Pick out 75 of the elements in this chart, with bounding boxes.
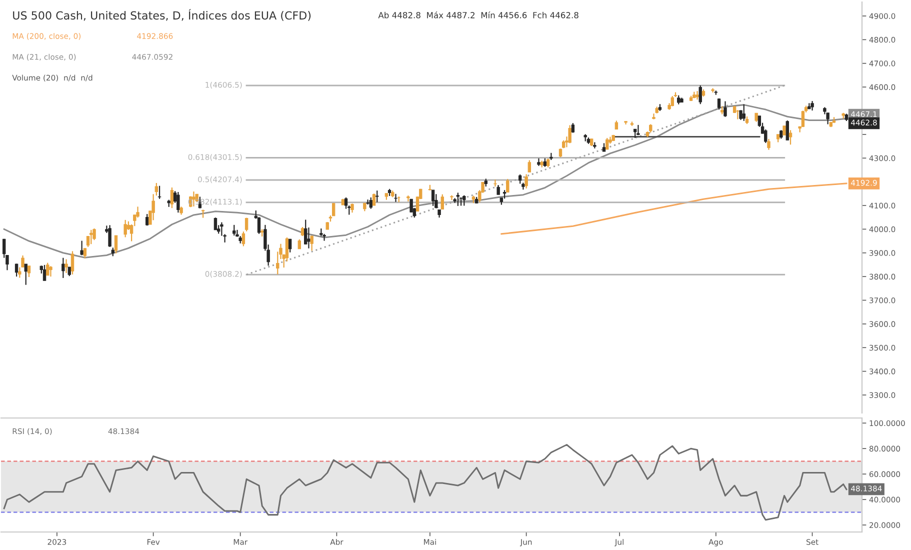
candlestick <box>70 250 74 275</box>
candlestick <box>724 100 727 118</box>
candlestick <box>571 122 575 134</box>
candlestick <box>801 110 805 128</box>
candlestick <box>136 206 140 218</box>
candlestick <box>376 190 379 203</box>
candlestick <box>462 194 466 206</box>
candlestick <box>158 185 162 200</box>
candlestick <box>21 254 24 268</box>
candlestick <box>524 174 528 189</box>
candlestick <box>92 228 96 241</box>
candlestick <box>494 179 497 188</box>
candlestick <box>154 182 158 196</box>
candlestick <box>80 240 84 256</box>
candlestick <box>214 217 218 230</box>
candlestick <box>90 229 93 245</box>
candlestick <box>369 196 372 210</box>
line-series <box>3 104 848 258</box>
candlestick <box>810 100 814 112</box>
candlestick <box>27 265 31 278</box>
candlestick <box>518 174 522 184</box>
candlestick <box>767 138 770 150</box>
candlestick <box>372 193 376 206</box>
candlestick <box>298 238 301 250</box>
candlestick <box>652 113 656 120</box>
candlestick <box>14 263 18 278</box>
candlestick <box>788 130 792 146</box>
candlestick <box>310 235 314 252</box>
candlestick <box>410 198 413 213</box>
candlestick <box>440 194 444 210</box>
candlestick <box>711 88 714 94</box>
candlestick <box>83 248 87 259</box>
candlestick <box>764 128 768 144</box>
candlestick <box>506 178 510 194</box>
candlestick <box>496 184 500 196</box>
candlestick <box>145 213 149 226</box>
candlestick <box>782 125 786 136</box>
candlestick <box>698 84 702 105</box>
candlestick <box>114 235 118 254</box>
candlestick <box>304 219 308 245</box>
candlestick <box>64 258 68 274</box>
candlestick <box>276 251 280 275</box>
candlestick <box>62 257 65 279</box>
candlestick <box>152 194 155 221</box>
candlestick <box>242 230 246 247</box>
candlestick <box>300 226 304 237</box>
candlestick <box>46 262 50 276</box>
candlestick <box>244 217 248 232</box>
candlestick <box>350 203 354 214</box>
candlestick <box>49 266 52 278</box>
candlestick <box>42 264 46 282</box>
candlestick <box>124 219 127 238</box>
candlestick <box>24 263 28 286</box>
candlestick <box>307 226 310 249</box>
candlestick <box>456 192 460 207</box>
candlestick <box>68 266 71 277</box>
candlestick <box>742 104 746 122</box>
candlestick <box>288 238 292 253</box>
candlestick <box>220 222 224 236</box>
candlestick <box>285 236 289 262</box>
candlestick <box>130 224 134 242</box>
candlestick <box>736 109 740 120</box>
candlestick <box>568 124 572 144</box>
candlestick <box>677 94 680 105</box>
candlestick <box>528 160 532 173</box>
text: Ab 4482.8 Máx 4487.2 Mín 4456.6 Fch 4462.8 <box>378 12 578 18</box>
candlestick <box>232 224 236 236</box>
candlestick <box>108 224 112 248</box>
candlestick <box>786 120 789 141</box>
candlestick <box>431 190 435 207</box>
candlestick <box>170 186 174 209</box>
candlestick <box>18 266 22 278</box>
text: US 500 Cash, United States, D, Índices dos EUA (CFD) <box>13 9 311 21</box>
candlestick <box>366 199 370 206</box>
candlestick <box>176 191 180 214</box>
